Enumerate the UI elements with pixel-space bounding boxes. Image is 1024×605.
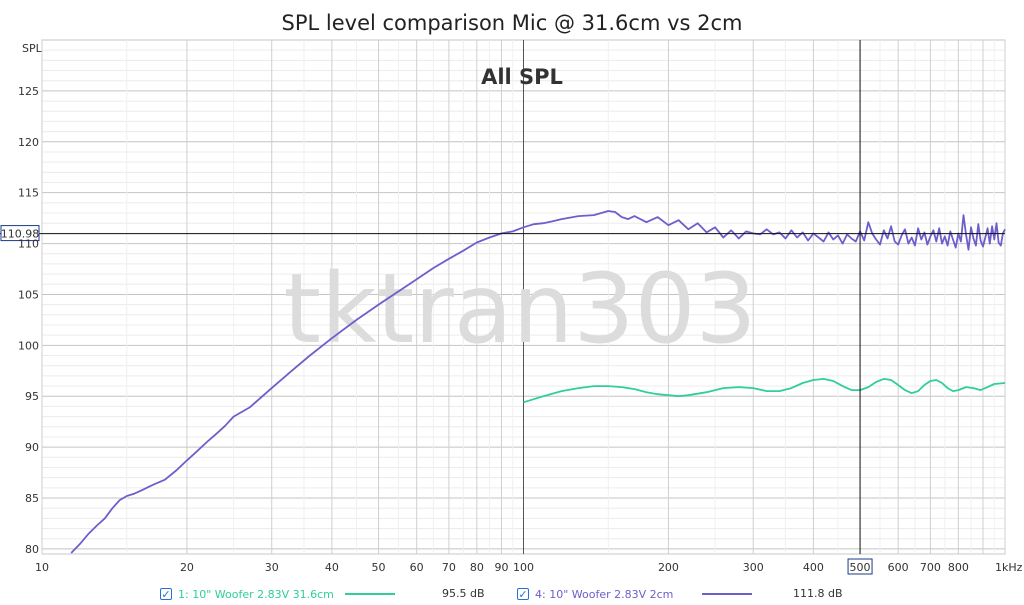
series-line-2 — [70, 210, 1006, 554]
x-tick-label: 30 — [265, 561, 279, 574]
legend-swatch-series-1 — [345, 593, 395, 595]
legend-item-series-4[interactable]: ✓ 4: 10" Woofer 2.83V 2cm — [517, 585, 673, 603]
series-layer — [70, 210, 1006, 554]
x-tick-label: 400 — [803, 561, 824, 574]
y-tick-label: 95 — [25, 390, 39, 403]
x-tick-label: 1kHz — [995, 561, 1023, 574]
grid-lines — [41, 39, 1006, 555]
legend-checkbox-series-4[interactable]: ✓ — [517, 588, 529, 601]
x-tick-label: 800 — [948, 561, 969, 574]
y-tick-label: 85 — [25, 492, 39, 505]
x-tick-label: 90 — [494, 561, 508, 574]
y-tick-label: 90 — [25, 441, 39, 454]
x-tick-label: 10 — [35, 561, 49, 574]
series-line-1 — [523, 377, 1006, 404]
x-tick-label: 60 — [410, 561, 424, 574]
cursor-x-readout-box — [847, 558, 873, 575]
legend-item-series-1[interactable]: ✓ 1: 10" Woofer 2.83V 31.6cm — [160, 585, 334, 603]
x-tick-label: 100 — [513, 561, 534, 574]
legend-label-series-4: 4: 10" Woofer 2.83V 2cm — [535, 587, 674, 601]
y-tick-label: 100 — [18, 339, 39, 352]
watermark-text: tktran303 — [283, 253, 756, 365]
legend-value-series-1: 95.5 dB — [442, 587, 485, 600]
y-tick-label: 110 — [18, 238, 39, 251]
y-tick-label: 80 — [25, 543, 39, 556]
x-tick-label: 600 — [888, 561, 909, 574]
y-tick-label: 115 — [18, 187, 39, 200]
x-tick-labels: 10 20 30 40 50 60 70 80 90 100 200 300 400 600 700 800 1… — [35, 561, 1023, 574]
x-tick-label: 20 — [180, 561, 194, 574]
cursor-layer[interactable]: 110.98 500 — [0, 40, 1005, 575]
x-tick-label: 70 — [442, 561, 456, 574]
x-tick-label: 80 — [470, 561, 484, 574]
y-tick-label: 120 — [18, 136, 39, 149]
x-tick-label: 50 — [372, 561, 386, 574]
cursor-y-readout-box — [0, 225, 40, 242]
x-tick-label: 700 — [920, 561, 941, 574]
cursor-x-readout: 500 — [850, 561, 871, 574]
y-axis-label: SPL — [22, 42, 43, 55]
legend-value-series-4: 111.8 dB — [793, 587, 843, 600]
overlay-title: All SPL — [481, 65, 563, 89]
y-tick-label: 105 — [18, 288, 39, 301]
y-tick-labels: 80 85 90 95 100 105 110 115 120 125 — [18, 85, 39, 556]
y-tick-label: 125 — [18, 85, 39, 98]
x-tick-label: 200 — [658, 561, 679, 574]
legend-checkbox-series-1[interactable]: ✓ — [160, 588, 172, 601]
chart-title: SPL level comparison Mic @ 31.6cm vs 2cm — [282, 11, 743, 35]
legend-label-series-1: 1: 10" Woofer 2.83V 31.6cm — [178, 587, 334, 601]
x-tick-label: 300 — [743, 561, 764, 574]
cursor-y-readout: 110.98 — [1, 228, 40, 241]
legend: ✓ 1: 10" Woofer 2.83V 31.6cm 95.5 dB ✓ 4… — [0, 585, 1024, 603]
legend-swatch-series-4 — [702, 593, 752, 595]
x-tick-label: 40 — [325, 561, 339, 574]
